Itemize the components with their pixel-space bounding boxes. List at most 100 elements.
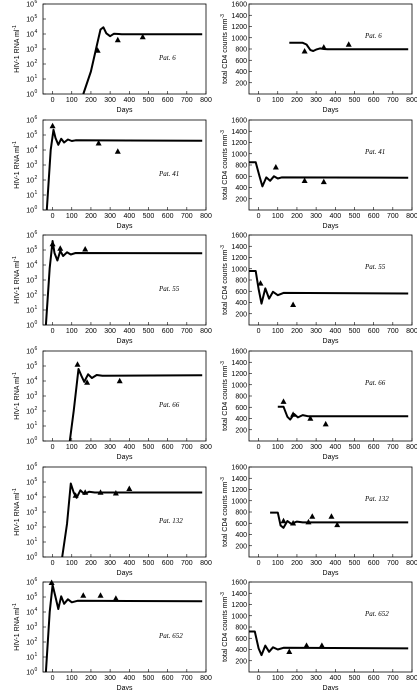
observed-point	[94, 47, 101, 53]
observed-point	[97, 489, 104, 495]
y-tick-exponent: 6	[35, 0, 38, 5]
observed-point	[286, 648, 293, 654]
y-tick-exponent: 1	[35, 190, 38, 196]
model-curve	[277, 405, 409, 421]
x-tick-label: 0	[51, 675, 55, 682]
x-tick-label: 300	[104, 560, 116, 567]
y-tick-exponent: 2	[35, 522, 38, 528]
model-curve	[249, 270, 409, 305]
y-tick-exponent: 2	[35, 637, 38, 643]
x-tick-label: 500	[349, 444, 361, 451]
x-tick-label: 0	[257, 213, 261, 220]
y-tick-label: 10	[26, 525, 34, 532]
y-tick-label: 10	[26, 394, 34, 401]
observed-point	[290, 520, 297, 526]
x-tick-label: 100	[66, 97, 78, 104]
x-tick-label: 400	[123, 560, 135, 567]
y-tick-label: 10	[26, 208, 34, 215]
y-axis-label-superscript: -1	[12, 256, 18, 261]
x-tick-label: 200	[85, 328, 97, 335]
y-tick-label: 400	[235, 300, 247, 307]
y-tick-label: 10	[26, 670, 34, 677]
y-tick-exponent: 0	[35, 89, 38, 95]
observed-point	[272, 164, 279, 170]
y-tick-label: 600	[235, 405, 247, 412]
y-axis-label: total CD4 counts mm-3	[220, 361, 229, 431]
x-axis-label: Days	[323, 454, 339, 461]
y-axis-label-superscript: -1	[12, 488, 18, 493]
x-tick-label: 800	[200, 213, 212, 220]
x-tick-label: 600	[368, 675, 380, 682]
y-tick-label: 600	[235, 289, 247, 296]
y-tick-label: 1600	[231, 465, 247, 472]
y-tick-label: 10	[26, 17, 34, 24]
x-tick-label: 800	[200, 328, 212, 335]
y-tick-label: 1200	[231, 255, 247, 262]
observed-point	[305, 518, 312, 525]
y-tick-exponent: 1	[35, 537, 38, 543]
x-tick-label: 400	[329, 328, 341, 335]
y-tick-label: 400	[235, 185, 247, 192]
x-tick-label: 500	[349, 675, 361, 682]
x-tick-label: 600	[162, 328, 174, 335]
observed-point	[320, 44, 327, 50]
y-axis-label-text: HIV-1 RNA ml	[14, 145, 21, 189]
y-tick-label: 1400	[231, 13, 247, 20]
y-tick-exponent: 0	[35, 436, 38, 442]
y-tick-label: 1400	[231, 476, 247, 483]
y-tick-exponent: 0	[35, 205, 38, 211]
panel-r1-cd4: 0 100 200 300 400 500 600 700 800 Days 200 400 600 80…	[220, 2, 417, 115]
y-tick-label: 400	[235, 647, 247, 654]
plot-frame	[42, 3, 207, 95]
x-tick-label: 200	[85, 444, 97, 451]
observed-point	[257, 280, 264, 286]
y-tick-label: 200	[235, 427, 247, 434]
observed-point	[307, 415, 314, 421]
y-tick-label: 10	[26, 293, 34, 300]
x-tick-label: 200	[291, 444, 303, 451]
panel-r6-cd4: 0 100 200 300 400 500 600 700 800 Days 200 400 600 80…	[220, 580, 417, 690]
x-tick-label: 100	[272, 328, 284, 335]
y-axis-label-superscript: -1	[12, 141, 18, 146]
patient-label: Pat. 41	[158, 170, 179, 178]
x-tick-label: 100	[272, 675, 284, 682]
y-tick-label: 10	[26, 349, 34, 356]
x-tick-label: 500	[349, 213, 361, 220]
y-tick-label: 10	[26, 555, 34, 562]
x-tick-label: 600	[162, 444, 174, 451]
model-curve	[82, 26, 203, 95]
y-axis-label-superscript: -3	[220, 14, 226, 19]
y-tick-label: 1200	[231, 24, 247, 31]
x-tick-label: 800	[406, 444, 417, 451]
x-tick-label: 700	[181, 328, 193, 335]
x-tick-label: 700	[387, 444, 399, 451]
y-tick-exponent: 4	[35, 260, 38, 266]
x-tick-label: 300	[104, 97, 116, 104]
x-tick-label: 200	[85, 97, 97, 104]
observed-point	[48, 579, 55, 585]
y-tick-exponent: 3	[35, 275, 38, 281]
patient-label: Pat. 132	[364, 495, 389, 503]
plot-frame	[42, 234, 207, 326]
y-tick-label: 600	[235, 636, 247, 643]
y-tick-exponent: 1	[35, 305, 38, 311]
x-tick-label: 700	[181, 444, 193, 451]
observed-point	[84, 379, 91, 385]
y-tick-label: 800	[235, 163, 247, 170]
patient-label: Pat. 55	[364, 263, 386, 271]
y-tick-label: 10	[26, 62, 34, 69]
y-tick-label: 1200	[231, 140, 247, 147]
y-tick-exponent: 5	[35, 592, 38, 598]
y-tick-label: 10	[26, 278, 34, 285]
x-tick-label: 600	[162, 675, 174, 682]
y-tick-exponent: 3	[35, 44, 38, 50]
y-tick-label: 200	[235, 543, 247, 550]
x-tick-label: 300	[310, 560, 322, 567]
y-tick-label: 200	[235, 196, 247, 203]
x-tick-label: 500	[143, 560, 155, 567]
observed-point	[303, 642, 310, 648]
x-tick-label: 0	[257, 97, 261, 104]
observed-point	[290, 411, 297, 417]
x-tick-label: 200	[85, 675, 97, 682]
